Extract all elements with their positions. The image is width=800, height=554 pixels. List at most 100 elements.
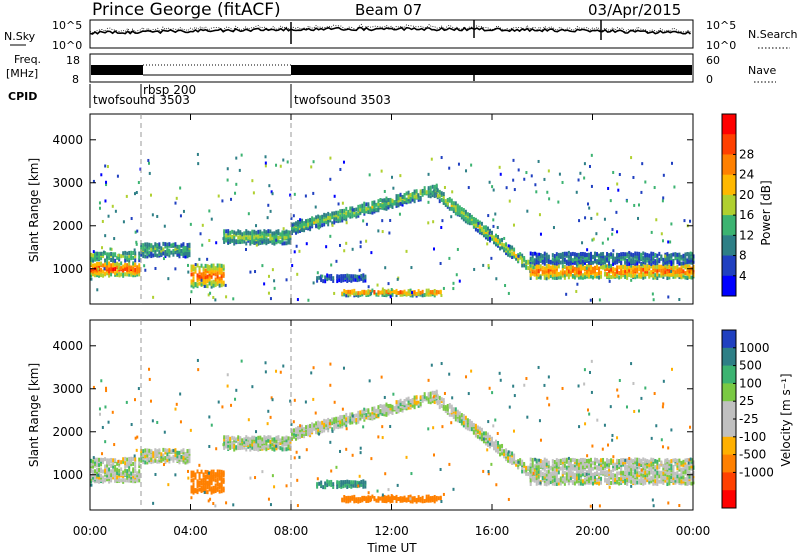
power-cell xyxy=(484,235,487,240)
power-cell xyxy=(573,266,576,271)
power-cell xyxy=(271,192,274,196)
power-cell xyxy=(646,258,649,263)
power-cell xyxy=(353,210,356,215)
power-cell xyxy=(264,164,267,168)
power-cell xyxy=(214,277,217,282)
power-cell xyxy=(452,201,455,206)
power-cell xyxy=(285,278,288,282)
power-cell xyxy=(569,252,572,257)
velocity-cell xyxy=(381,404,384,409)
velocity-cell xyxy=(435,389,438,394)
velocity-cell xyxy=(454,414,457,419)
power-cell xyxy=(96,271,99,276)
sky-panel-frame xyxy=(89,19,694,49)
velocity-cell xyxy=(196,488,199,493)
velocity-cell xyxy=(198,487,201,492)
power-cell xyxy=(162,257,165,261)
velocity-cell xyxy=(628,456,631,460)
velocity-cell xyxy=(102,475,105,480)
power-cell xyxy=(92,253,95,258)
power-cell xyxy=(340,274,343,279)
power-cell xyxy=(212,282,215,287)
power-cell xyxy=(130,265,133,270)
power-cell xyxy=(403,289,406,294)
power-cell xyxy=(674,256,677,261)
velocity-cell xyxy=(610,473,613,478)
velocity-cell xyxy=(644,386,647,390)
velocity-cell xyxy=(229,439,232,444)
velocity-cell xyxy=(546,396,549,400)
power-cell xyxy=(226,178,229,182)
velocity-cell xyxy=(166,454,169,459)
power-cell xyxy=(337,202,340,206)
velocity-cell xyxy=(98,477,101,482)
velocity-cell xyxy=(450,412,453,417)
power-cell xyxy=(433,194,436,199)
velocity-cell xyxy=(187,476,190,480)
power-cell xyxy=(263,229,266,234)
velocity-cell xyxy=(545,472,548,477)
velocity-cell xyxy=(646,475,649,480)
velocity-cell xyxy=(529,478,532,483)
velocity-cell xyxy=(429,396,432,401)
power-cell xyxy=(616,273,619,278)
velocity-cell xyxy=(189,428,192,432)
power-cell xyxy=(417,195,420,200)
power-cell xyxy=(162,241,165,246)
power-cell xyxy=(688,268,691,273)
power-cell xyxy=(373,208,376,213)
power-cell xyxy=(576,262,579,266)
velocity-cell xyxy=(594,461,597,466)
power-cell xyxy=(325,220,328,225)
velocity-cell xyxy=(134,477,137,482)
velocity-cell xyxy=(218,489,221,494)
power-cell xyxy=(279,164,282,168)
velocity-cell xyxy=(634,472,637,477)
velocity-cell xyxy=(464,422,467,427)
power-cell xyxy=(182,252,185,257)
power-cell xyxy=(235,182,238,186)
power-cell xyxy=(438,199,441,204)
velocity-cell xyxy=(192,482,195,487)
velocity-cell xyxy=(575,467,578,472)
power-cell xyxy=(90,256,92,261)
power-cell xyxy=(644,272,647,277)
velocity-cell xyxy=(616,474,619,479)
power-cell xyxy=(585,268,588,273)
velocity-cell xyxy=(446,406,449,411)
velocity-cell xyxy=(563,479,566,484)
power-cell xyxy=(589,251,592,256)
velocity-cell xyxy=(462,414,465,419)
velocity-cell xyxy=(525,465,528,470)
power-cell xyxy=(192,280,195,285)
velocity-cell xyxy=(316,484,319,489)
velocity-cell xyxy=(134,460,137,465)
power-cell xyxy=(604,257,607,262)
velocity-cell xyxy=(305,432,308,437)
velocity-cell xyxy=(138,461,141,466)
power-cell xyxy=(652,298,655,302)
velocity-cell xyxy=(581,465,584,470)
power-cell xyxy=(391,292,394,297)
power-cell xyxy=(630,263,633,268)
velocity-cell xyxy=(108,467,111,472)
power-cell xyxy=(100,271,103,276)
power-cell xyxy=(535,275,538,280)
velocity-cell xyxy=(676,460,679,465)
power-cell xyxy=(676,264,679,269)
velocity-cell xyxy=(102,457,105,462)
velocity-cell xyxy=(220,482,223,487)
velocity-cell xyxy=(390,494,393,498)
velocity-cell xyxy=(425,494,428,499)
power-cell xyxy=(384,266,387,270)
velocity-cell xyxy=(364,480,367,485)
power-cell xyxy=(563,273,566,278)
power-cell xyxy=(143,264,146,268)
velocity-cell xyxy=(499,452,502,457)
power-cell xyxy=(583,257,586,262)
power-cell xyxy=(644,264,647,269)
power-cell xyxy=(587,273,590,278)
velocity-cell xyxy=(612,459,615,464)
velocity-cell xyxy=(285,484,288,488)
power-cell xyxy=(460,215,463,220)
